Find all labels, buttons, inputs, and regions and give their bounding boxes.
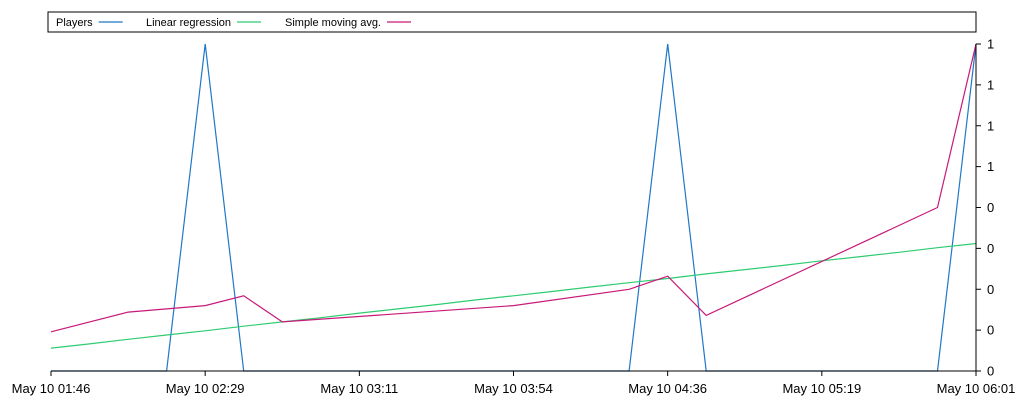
legend-box: [47, 11, 977, 33]
legend-label-0: Players: [56, 17, 93, 29]
y-tick-label: 1: [987, 37, 994, 52]
y-tick-label: 1: [987, 118, 994, 133]
x-ticks: May 10 01:46 May 10 02:29 May 10 03:11 May …: [12, 371, 1016, 396]
y-ticks: 0 0 0 0 0 1 1 1 1: [976, 37, 994, 379]
y-tick-label: 1: [987, 159, 994, 174]
series-line-0: [51, 43, 977, 372]
y-tick-label: 0: [987, 323, 994, 338]
legend: Players Linear regression Simple moving av…: [56, 17, 411, 29]
x-tick-label: May 10 04:36: [628, 381, 707, 396]
legend-label-1: Linear regression: [146, 17, 231, 29]
series-line-1: [50, 242, 977, 349]
y-tick-label: 0: [987, 200, 994, 215]
series-layer: [50, 43, 977, 372]
series-line-2: [50, 43, 977, 333]
y-tick-label: 1: [987, 77, 994, 92]
y-tick-label: 0: [987, 282, 994, 297]
y-tick-label: 0: [987, 364, 994, 379]
legend-label-2: Simple moving avg.: [285, 17, 381, 29]
x-tick-label: May 10 03:11: [320, 381, 398, 396]
x-tick-label: May 10 02:29: [166, 381, 245, 396]
x-tick-label: May 10 03:54: [474, 381, 553, 396]
x-tick-label: May 10 01:46: [12, 381, 91, 396]
y-tick-label: 0: [987, 241, 994, 256]
x-tick-label: May 10 05:19: [782, 381, 861, 396]
x-tick-label: May 10 06:01: [937, 381, 1016, 396]
